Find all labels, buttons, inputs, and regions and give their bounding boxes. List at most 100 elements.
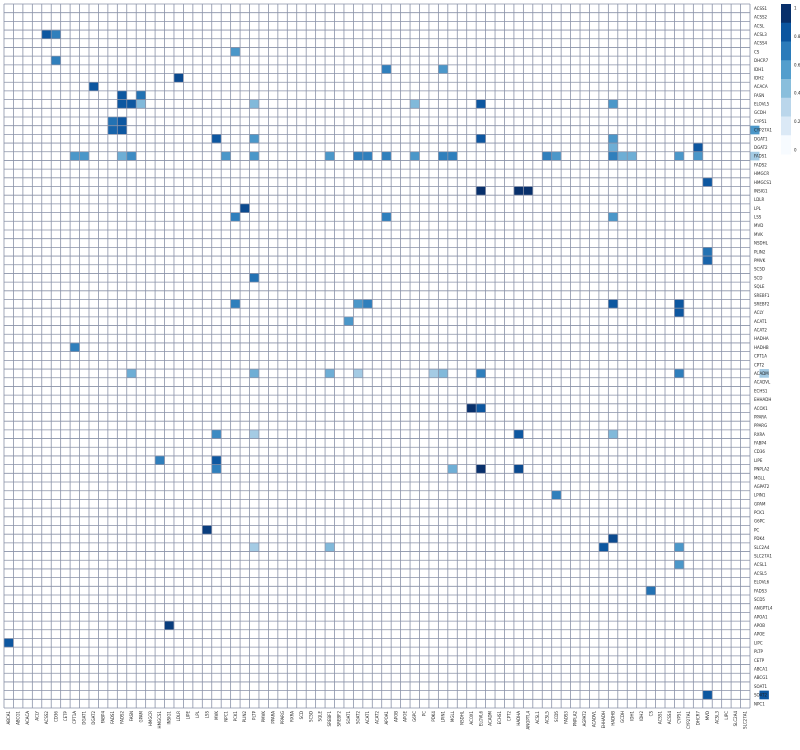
heatmap-cell-ELOVL5-G6PC bbox=[410, 99, 420, 109]
column-label: CYP27A1 bbox=[686, 711, 691, 729]
heatmap-cell-SCD-PLTP bbox=[249, 273, 259, 283]
column-label: PPARG bbox=[280, 711, 285, 724]
heatmap-cell-APOB-INSIG1 bbox=[164, 621, 174, 630]
heatmap-cell-IDH1-LPIN1 bbox=[438, 64, 448, 74]
column-label: SOAT2 bbox=[356, 711, 361, 724]
heatmap-cell-DGAT1-ELOVL6 bbox=[476, 134, 486, 144]
column-label: HMGCS1 bbox=[157, 711, 162, 729]
heatmap-cell-HADHB-CPT1A bbox=[70, 342, 80, 352]
heatmap-cell-SREBF2-HADHB bbox=[608, 299, 618, 309]
row-label: SREBF1 bbox=[754, 293, 770, 298]
row-label: FASN bbox=[754, 93, 764, 98]
column-label: CPT2 bbox=[507, 711, 512, 722]
heatmap-cell-ELOVL5-ELOVL6 bbox=[476, 99, 486, 109]
heatmap-cell-IDH1-APOA1 bbox=[381, 64, 392, 74]
column-label: APOE bbox=[403, 711, 408, 722]
column-label: LSS bbox=[204, 711, 209, 719]
heatmap-cell-PNPLA2-MVK bbox=[211, 464, 222, 474]
row-label: SLC2A4 bbox=[754, 545, 770, 550]
column-label: IDH1 bbox=[629, 711, 634, 721]
heatmap-cell-PNPLA2-HADHA bbox=[513, 464, 524, 474]
heatmap-cell-DGAT1-PLTP bbox=[249, 134, 259, 144]
row-label: SOAT1 bbox=[754, 684, 767, 689]
row-label: DGAT2 bbox=[754, 145, 768, 150]
column-label: HMGCR bbox=[148, 711, 153, 726]
row-label: ABCG1 bbox=[754, 675, 768, 680]
heatmap-cell-DGAT1-HADHB bbox=[608, 134, 618, 144]
heatmap-cell-RXRA-MVK bbox=[211, 429, 222, 439]
row-label: APOB bbox=[754, 623, 765, 628]
row-label: ACSS2 bbox=[754, 15, 768, 20]
heatmap-cell-LSS-APOA1 bbox=[381, 212, 392, 222]
column-label: MVK bbox=[214, 711, 219, 720]
column-label: LDLR bbox=[176, 711, 181, 722]
heatmap-cell-DGAT2-DHCR7 bbox=[693, 143, 703, 152]
heatmap-cell-FADS1-CYP51 bbox=[674, 151, 684, 161]
column-label: ACSL1 bbox=[535, 711, 540, 724]
row-label: FADS2 bbox=[754, 162, 767, 167]
row-label: ACSS4 bbox=[754, 41, 768, 46]
column-label: DGAT1 bbox=[82, 711, 87, 725]
row-label: CS bbox=[754, 49, 760, 54]
row-label: ACSL bbox=[754, 23, 765, 28]
row-label: HADHA bbox=[754, 336, 769, 341]
column-label: ACLY bbox=[34, 710, 39, 720]
column-label: PLTP bbox=[252, 710, 257, 720]
colorbar-segment bbox=[781, 79, 791, 99]
heatmap-cell-RXRA-HADHA bbox=[513, 429, 524, 439]
heatmap-cell-PNPLA2-ELOVL6 bbox=[476, 464, 486, 474]
heatmap-cell-ELOVL5-FASN bbox=[126, 99, 137, 109]
column-label: SQLE bbox=[318, 711, 323, 722]
column-label: HADHA bbox=[516, 711, 521, 726]
row-label: CPT2 bbox=[754, 362, 765, 367]
heatmap-cell-ACADM-undefined bbox=[759, 369, 769, 378]
column-label: FADS1 bbox=[110, 711, 115, 724]
heatmap-cell-CYP27A1-undefined bbox=[750, 125, 760, 135]
heatmap-cell-CYP51-FADS1 bbox=[107, 116, 118, 126]
row-label: PCK1 bbox=[754, 510, 765, 515]
heatmap-cell-PNPLA2-MGLL bbox=[447, 464, 458, 474]
column-label: ACSL5 bbox=[544, 711, 549, 724]
heatmap-cell-ACADM-SREBF1 bbox=[325, 369, 335, 378]
heatmap-cell-FASN-FADS2 bbox=[117, 90, 127, 100]
column-label: ABCA1 bbox=[6, 711, 11, 725]
row-label: ACSL1 bbox=[754, 562, 767, 567]
heatmap-cell-LSS-PCK1 bbox=[230, 212, 241, 222]
column-label: CS bbox=[648, 711, 653, 717]
heatmap-cell-FADS1-undefined bbox=[750, 151, 760, 161]
column-label: AGPAT2 bbox=[582, 711, 587, 727]
column-label: G6PC bbox=[412, 711, 417, 722]
heatmap-cell-FADS1-FASN bbox=[126, 151, 137, 161]
heatmap-cell-ACLY-CYP51 bbox=[674, 308, 684, 317]
heatmap-cell-FADS1-PLTP bbox=[249, 151, 259, 161]
column-label: FABP4 bbox=[101, 711, 106, 724]
row-label: DHCR7 bbox=[754, 58, 769, 63]
row-label: PMVK bbox=[754, 258, 766, 263]
heatmap-cell-FADS1-G6PC bbox=[410, 151, 420, 161]
row-label: GCDH bbox=[754, 110, 766, 115]
colorbar-segment bbox=[781, 4, 791, 24]
column-label: DHCR7 bbox=[695, 711, 700, 726]
heatmap-cell-ACACA-DGAT2 bbox=[88, 82, 99, 91]
row-label: SREBF2 bbox=[754, 301, 770, 306]
column-label: PLIN2 bbox=[242, 711, 247, 723]
heatmap-cell-FADS1-DGAT1 bbox=[79, 151, 89, 161]
colorbar-tick-label: 0.6 bbox=[794, 62, 800, 67]
column-label: PMVK bbox=[261, 711, 266, 723]
row-labels: ACSS1 ACSS2 ACSL ACSL3 ACSS4 CS DHCR7 IDH1 IDH2 A… bbox=[754, 6, 773, 706]
column-label: IDH2 bbox=[639, 711, 644, 721]
colorbar-tick-label: 0.8 bbox=[794, 34, 800, 39]
heatmap-cell-RXRA-PLTP bbox=[249, 429, 259, 439]
row-label: PPARA bbox=[754, 414, 767, 419]
heatmap-cell-FADS1-SOAT2 bbox=[353, 151, 363, 161]
column-label: ACACA bbox=[25, 711, 30, 725]
heatmap-cell-ACSL3-CD36 bbox=[51, 30, 61, 39]
heatmap-cell-LIPE-MVK bbox=[211, 455, 222, 465]
heatmap-cell-SOAT2-undefined bbox=[759, 690, 769, 700]
column-label: SCD5 bbox=[554, 711, 559, 722]
heatmap-cell-ACADM-PDK4 bbox=[428, 369, 439, 378]
row-label: PDK4 bbox=[754, 536, 765, 541]
column-label: CD36 bbox=[53, 711, 58, 722]
heatmap-cell-CS-PCK1 bbox=[230, 47, 241, 57]
